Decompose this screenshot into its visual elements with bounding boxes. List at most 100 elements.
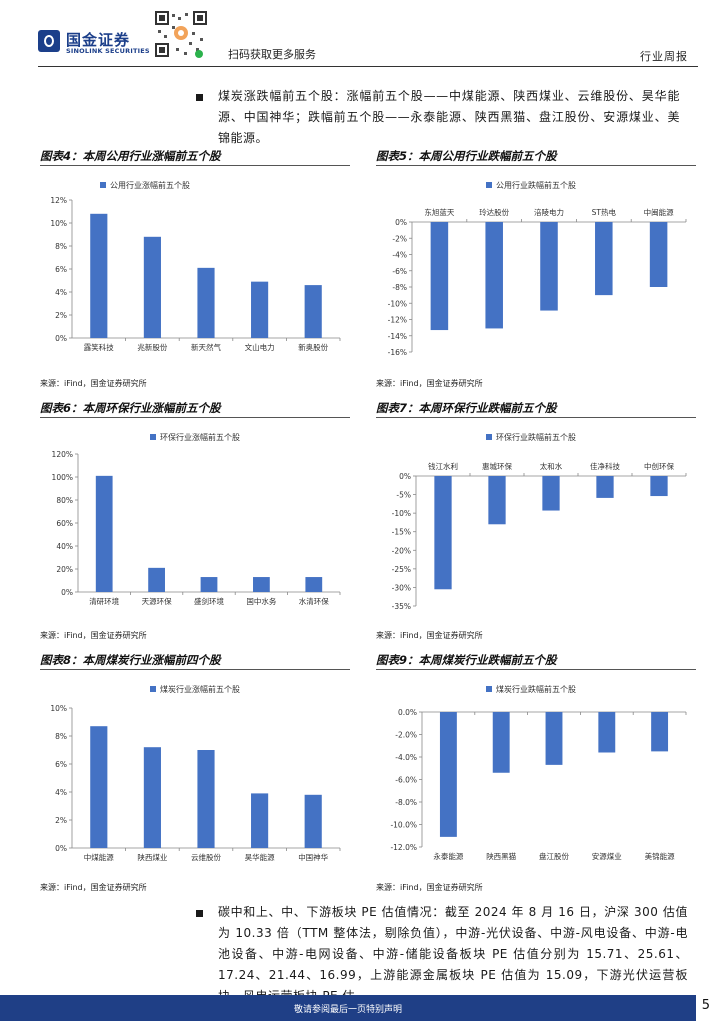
bar — [143, 236, 161, 338]
bullet-square-icon — [196, 94, 203, 101]
category-label: 昊华能源 — [245, 852, 275, 862]
bar — [90, 213, 108, 338]
y-tick-label: 8% — [55, 732, 67, 741]
y-tick-label: 0% — [399, 472, 411, 481]
y-tick-label: 8% — [55, 242, 67, 251]
y-tick-label: -20% — [392, 546, 411, 555]
category-label: 佳净科技 — [590, 461, 620, 471]
y-tick-label: 10% — [50, 704, 67, 713]
y-tick-label: -2.0% — [395, 731, 417, 740]
bar — [488, 476, 506, 525]
legend-label: 煤炭行业涨幅前五个股 — [160, 684, 240, 694]
category-label: 涪陵电力 — [534, 207, 564, 217]
category-label: 玲达股份 — [479, 207, 509, 217]
legend-swatch — [486, 182, 492, 188]
category-label: 中闽能源 — [644, 207, 674, 217]
y-tick-label: -16% — [388, 348, 407, 357]
chart-utility-losers: 公用行业跌幅前五个股 -16% -14% -12% -10% -8% -6% -4% -2% 0%… — [388, 180, 687, 357]
bar — [595, 222, 613, 296]
y-tick-label: -6.0% — [395, 776, 417, 785]
y-tick-label: -12.0% — [390, 843, 417, 852]
y-tick-label: 4% — [55, 788, 67, 797]
chart-coal-losers: 煤炭行业跌幅前五个股 -12.0% -10.0% -8.0% -6.0% -4.0% -2.… — [390, 684, 687, 861]
bar — [598, 712, 616, 753]
y-tick-label: -2% — [392, 234, 407, 243]
category-label: 国中水务 — [246, 596, 276, 606]
chart-env-gainers: 环保行业涨幅前五个股 0% 20% 40% 60% 80% 100% 120% 清研环境 天源环保… — [52, 432, 341, 606]
bar — [430, 222, 449, 331]
qr-code-icon[interactable] — [152, 8, 210, 60]
category-label: 陕西煤业 — [137, 852, 167, 862]
figure-8-source: 来源：iFind，国金证券研究所 — [40, 883, 147, 892]
legend-swatch — [100, 182, 106, 188]
bar — [143, 747, 161, 848]
category-label: ST热电 — [592, 207, 617, 217]
category-label: 清研环境 — [89, 596, 119, 606]
y-tick-label: -4.0% — [395, 753, 417, 762]
category-label: 钱江水利 — [428, 461, 458, 471]
figure-9-title-rule — [376, 669, 696, 670]
bar — [200, 577, 218, 592]
y-tick-label: 60% — [56, 519, 73, 528]
figure-4-title: 图表4：本周公用行业涨幅前五个股 — [40, 149, 221, 163]
bar — [439, 712, 457, 837]
y-tick-label: 20% — [56, 565, 73, 574]
figure-5-title-rule — [376, 165, 696, 166]
y-tick-label: 0% — [395, 218, 407, 227]
bar — [485, 222, 503, 329]
figure-8-title: 图表8：本周煤炭行业涨幅前四个股 — [40, 653, 221, 667]
category-label: 盛剑环境 — [194, 596, 224, 606]
figure-7-title: 图表7：本周环保行业跌幅前五个股 — [376, 401, 557, 415]
figure-5-title: 图表5：本周公用行业跌幅前五个股 — [376, 149, 557, 163]
logo-en-text: SINOLINK SECURITIES — [66, 47, 150, 55]
bar — [596, 476, 614, 498]
figure-8-title-rule — [40, 669, 350, 670]
y-tick-label: -10.0% — [390, 821, 417, 830]
figure-7-source: 来源：iFind，国金证券研究所 — [376, 631, 483, 640]
y-tick-label: -8% — [392, 283, 407, 292]
y-tick-label: -10% — [392, 509, 411, 518]
bar — [251, 793, 269, 848]
figure-4-source: 来源：iFind，国金证券研究所 — [40, 379, 147, 388]
legend-label: 公用行业跌幅前五个股 — [496, 180, 576, 190]
logo-cn-text: 国金证券 — [66, 31, 131, 49]
bar — [649, 222, 668, 287]
category-label: 水清环保 — [299, 596, 329, 606]
bar — [253, 577, 270, 592]
y-tick-label: 120% — [52, 450, 73, 459]
figure-6-source: 来源：iFind，国金证券研究所 — [40, 631, 147, 640]
y-tick-label: -12% — [388, 316, 407, 325]
category-label: 永泰能源 — [433, 851, 463, 861]
y-tick-label: -10% — [388, 299, 407, 308]
y-tick-label: -25% — [392, 565, 411, 574]
legend-swatch — [150, 686, 156, 692]
bar — [650, 476, 668, 497]
bar — [197, 267, 215, 338]
footer-bar — [0, 995, 696, 1021]
report-type-label: 行业周报 — [640, 50, 688, 63]
bullet-square-icon — [196, 910, 203, 917]
legend-label: 环保行业跌幅前五个股 — [496, 432, 576, 442]
y-tick-label: -8.0% — [395, 798, 417, 807]
y-tick-label: -14% — [388, 332, 407, 341]
figure-6-title-rule — [40, 417, 350, 418]
legend-swatch — [150, 434, 156, 440]
category-label: 兆新股份 — [137, 342, 167, 352]
bar — [540, 222, 558, 311]
category-label: 太和水 — [540, 461, 563, 471]
qr-caption: 扫码获取更多服务 — [228, 48, 316, 61]
y-tick-label: 100% — [52, 473, 73, 482]
y-tick-label: 4% — [55, 288, 67, 297]
category-label: 文山电力 — [245, 342, 275, 352]
bar — [545, 712, 563, 765]
legend-swatch — [486, 686, 492, 692]
y-tick-label: -5% — [396, 491, 411, 500]
legend-label: 煤炭行业跌幅前五个股 — [496, 684, 576, 694]
y-tick-label: 80% — [56, 496, 73, 505]
coal-movers-paragraph: 煤炭涨跌幅前五个股：涨幅前五个股——中煤能源、陕西煤业、云维股份、昊华能源、中国… — [218, 89, 680, 145]
category-label: 露笑科技 — [84, 342, 114, 352]
y-tick-label: 6% — [55, 760, 67, 769]
bar — [95, 475, 113, 592]
footer-disclaimer: 敬请参阅最后一页特别声明 — [293, 1005, 402, 1015]
bar — [90, 726, 108, 848]
